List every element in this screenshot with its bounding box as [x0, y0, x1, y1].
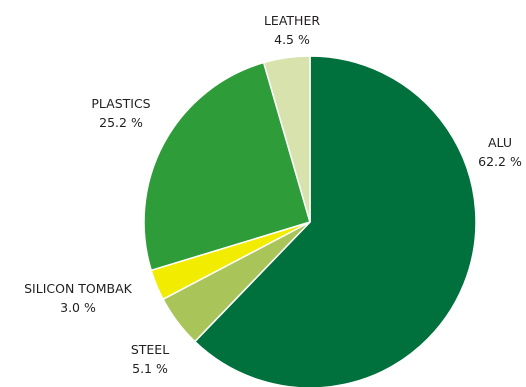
slice-value-leather: 4.5 % [274, 32, 310, 47]
pie-slice-leather [262, 55, 311, 223]
slice-label-leather: LEATHER [264, 13, 320, 28]
pie-slice-plastics [143, 61, 311, 272]
slice-value-alu: 62.2 % [478, 154, 522, 169]
slice-label-steel: STEEL [131, 342, 169, 357]
pie-labels: ALU 62.2 % STEEL 5.1 % SILICON TOMBAK 3.… [24, 13, 522, 376]
slice-value-plastics: 25.2 % [99, 115, 143, 130]
slice-label-alu: ALU [488, 135, 512, 150]
slice-label-silicon-tombak: SILICON TOMBAK [24, 281, 133, 296]
pie-slice-alu [194, 55, 477, 387]
pie-slices [143, 55, 477, 387]
slice-value-steel: 5.1 % [132, 361, 168, 376]
slice-value-silicon-tombak: 3.0 % [60, 300, 96, 315]
slice-label-plastics: PLASTICS [91, 96, 150, 111]
